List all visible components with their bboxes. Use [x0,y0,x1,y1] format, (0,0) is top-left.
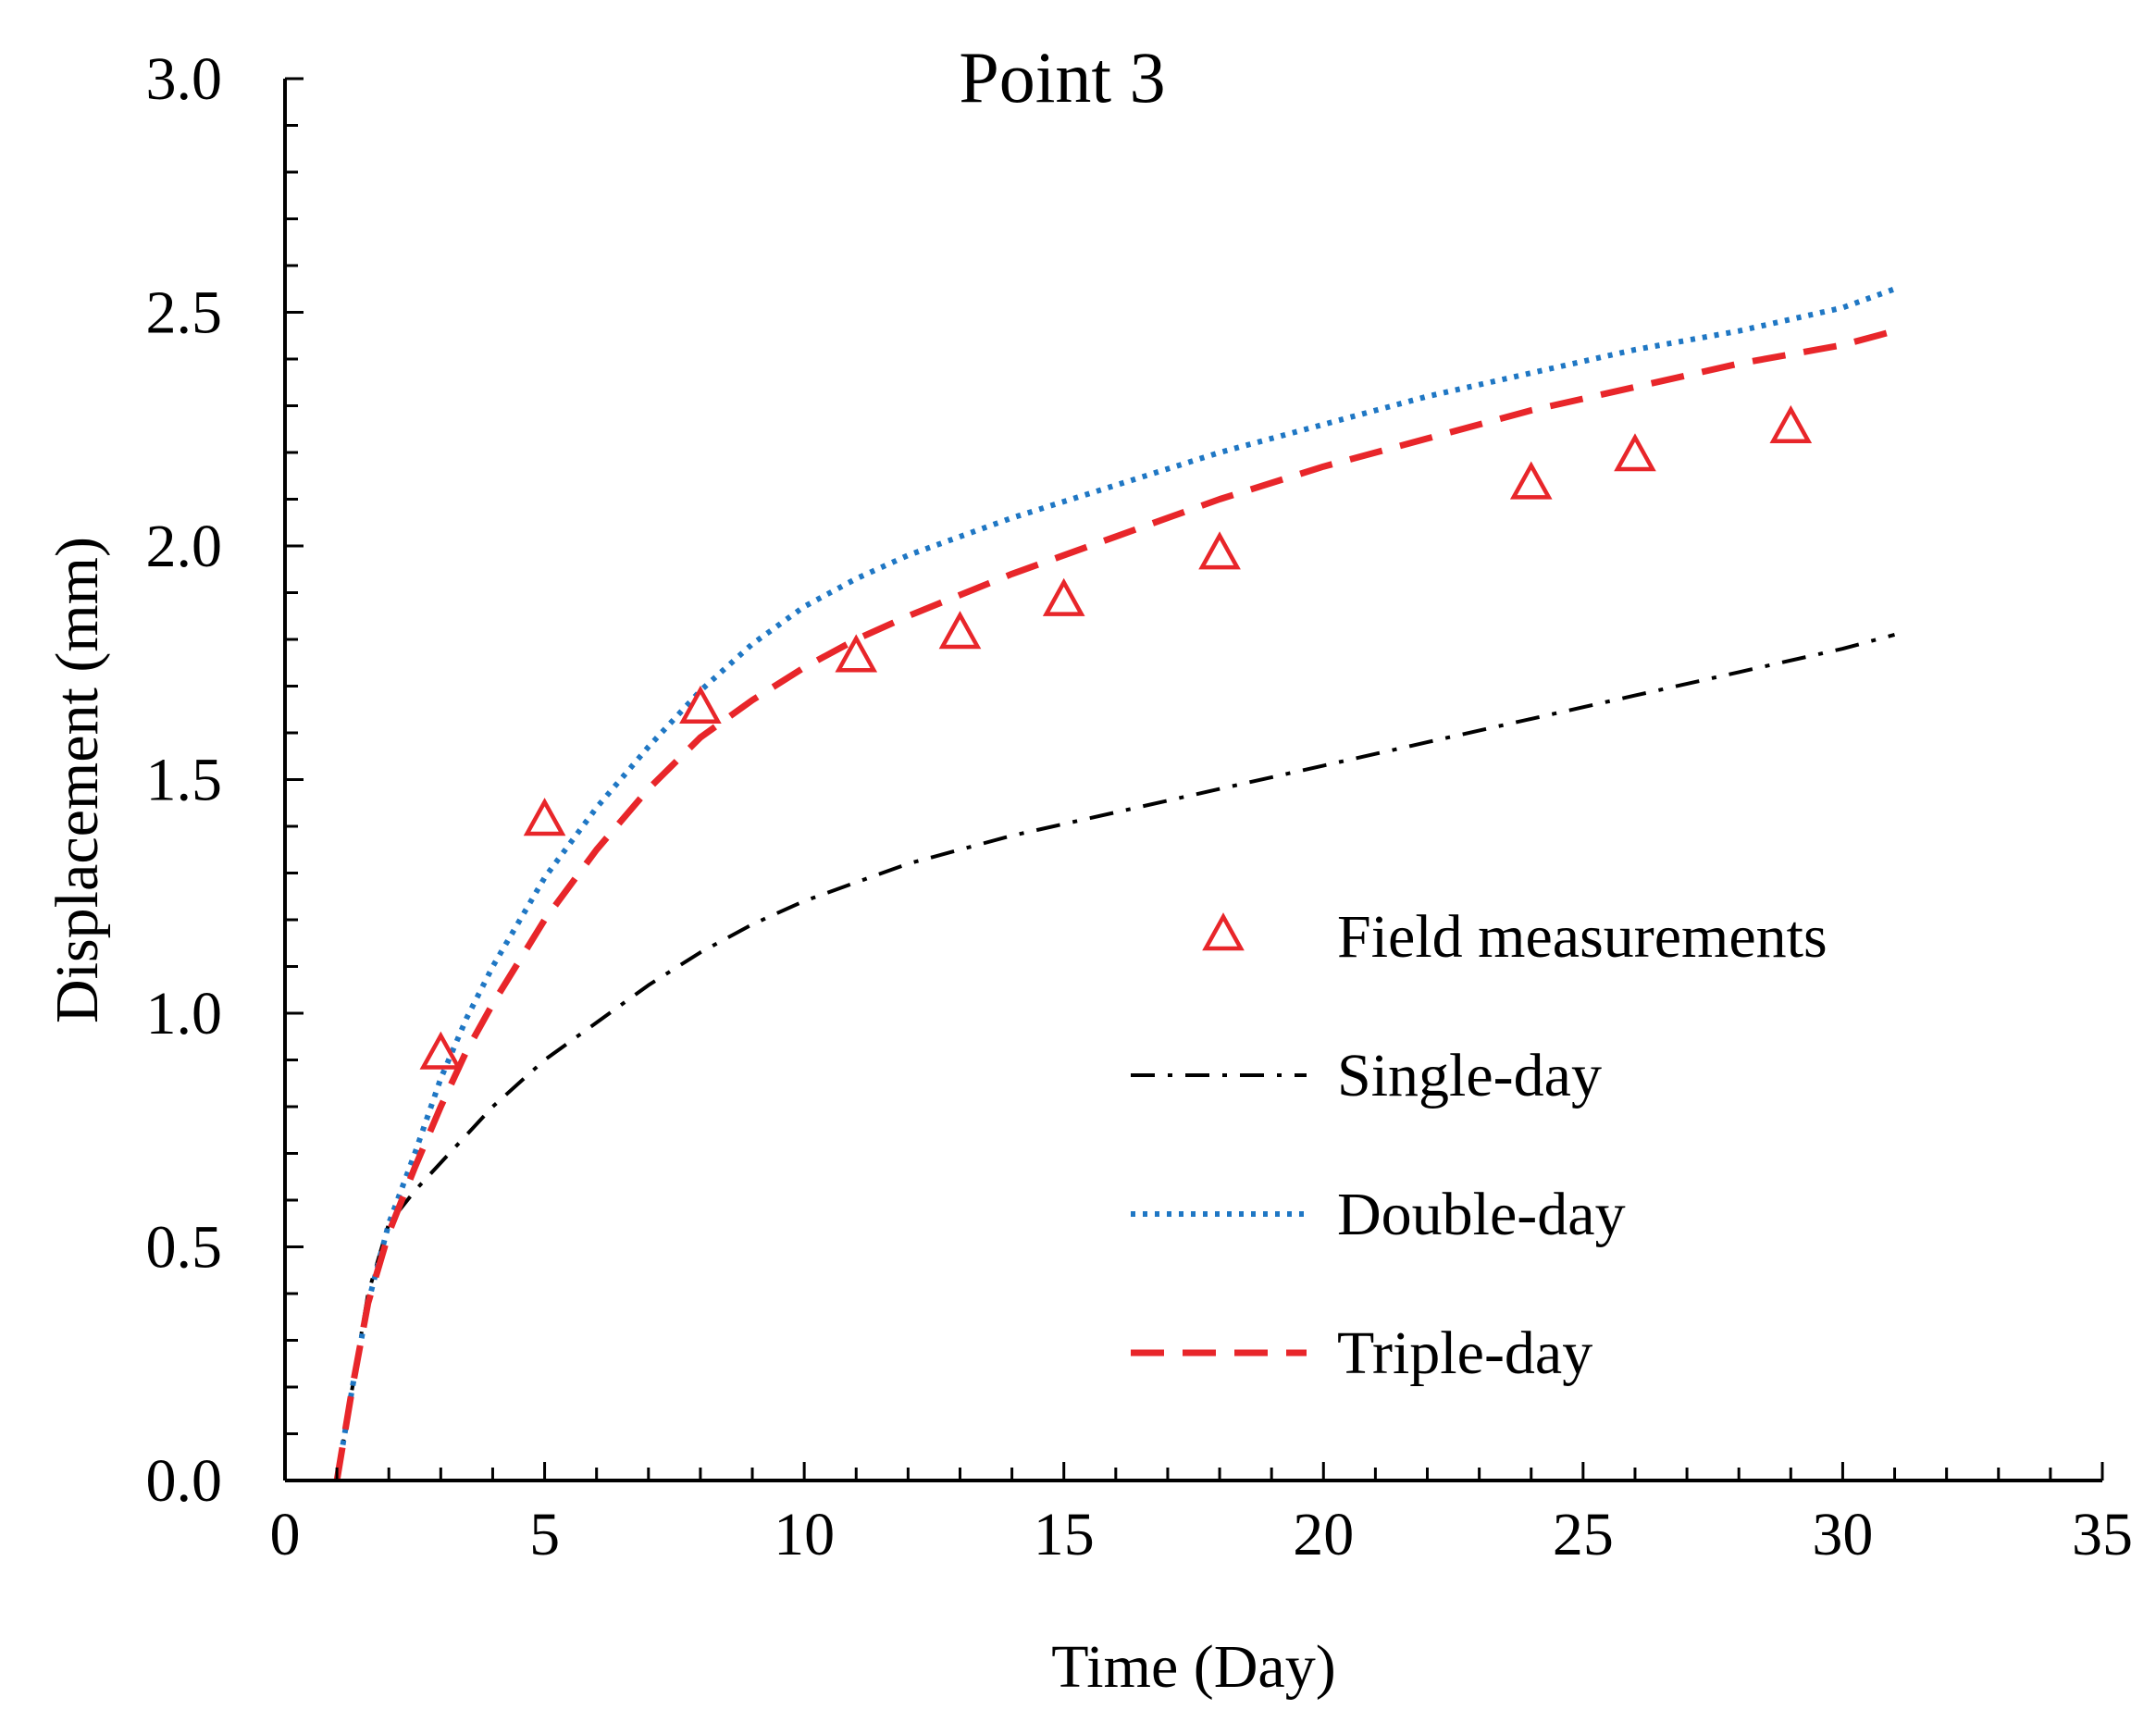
legend-label-triple-day: Triple-day [1337,1319,1592,1387]
data-point-field-measurements [1614,433,1656,472]
x-tick-label: 35 [2072,1501,2133,1568]
y-tick-label: 3.0 [146,45,223,113]
x-tick-label: 25 [1553,1501,1614,1568]
y-axis-title: Displacement (mm) [43,537,111,1023]
y-tick-label: 2.0 [146,513,223,580]
y-tick-label: 0.0 [146,1447,223,1515]
x-tick-label: 0 [270,1501,301,1568]
ticks [283,77,2104,1482]
x-axis-title: Time (Day) [1051,1633,1335,1701]
x-tick-label: 20 [1293,1501,1354,1568]
chart-title: Point 3 [959,37,1165,118]
legend-label-single-day: Single-day [1337,1042,1602,1109]
data-point-field-measurements [1042,577,1085,616]
x-tick-label: 30 [1812,1501,1873,1568]
legend: Field measurements Single-day Double-day Tr… [1131,903,1828,1387]
data-point-field-measurements [523,798,566,836]
series-line-triple-day [333,328,1896,1481]
plot-markers [419,404,1813,1070]
y-tick-label: 0.5 [146,1214,223,1282]
y-tick-label: 1.5 [146,747,223,814]
data-point-field-measurements [835,634,878,673]
x-tick-label: 15 [1034,1501,1095,1568]
legend-label-field-measurements: Field measurements [1337,903,1828,971]
series-line-double-day [334,286,1896,1481]
data-point-field-measurements [1198,531,1241,570]
tick-labels: 0 5 10 15 20 25 30 35 0.0 0.5 1.0 1.5 2.0 2.5 3.0 [146,45,2134,1568]
data-point-field-measurements [1769,404,1813,443]
data-point-field-measurements [938,611,982,650]
x-tick-label: 10 [774,1501,835,1568]
x-tick-label: 5 [529,1501,560,1568]
legend-label-double-day: Double-day [1337,1181,1626,1248]
series-line-single-day [335,632,1896,1481]
data-point-field-measurements [1509,461,1553,500]
data-point-field-measurements [679,685,722,724]
y-tick-label: 1.0 [146,980,223,1047]
plot-lines [333,286,1896,1481]
y-tick-label: 2.5 [146,279,223,347]
data-point-field-measurements [419,1031,463,1070]
legend-marker-field-measurements [1202,912,1245,951]
